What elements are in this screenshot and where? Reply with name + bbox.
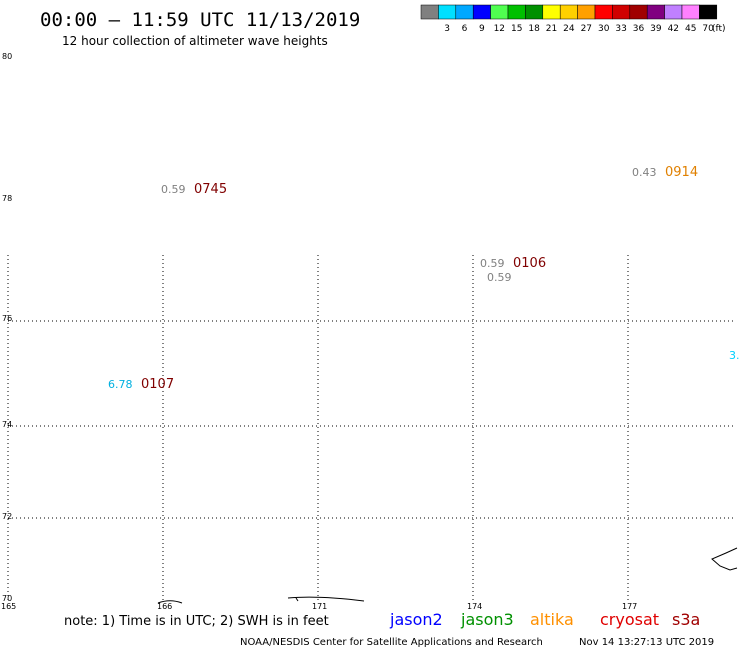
legend-label: 33 [615, 24, 626, 34]
legend-label: 15 [511, 24, 522, 34]
legend-unit: (ft) [712, 24, 726, 34]
satellite-name: altika [530, 610, 574, 629]
satellite-name: s3a [672, 610, 700, 629]
observation: 3. [729, 349, 740, 362]
legend-label: 6 [462, 24, 468, 34]
observation: 0.59 0745 [161, 182, 227, 197]
obs-time: 0745 [194, 182, 227, 197]
lat-label: 72 [2, 512, 12, 521]
swh-value: 0.59 [487, 271, 512, 284]
latitude-labels: 80 78 76 74 72 70 [2, 52, 12, 603]
observation: 0.59 [487, 271, 512, 284]
legend-label: 27 [581, 24, 592, 34]
legend-swatch [559, 4, 578, 20]
lat-label: 80 [2, 52, 12, 61]
swh-value: 6.78 [108, 378, 133, 391]
satellite-name: jason2 [389, 610, 443, 629]
coastline [157, 547, 738, 604]
obs-time: 0106 [513, 256, 546, 271]
wave-observations: 0.59 0745 0.43 0914 0.59 0106 0.59 6.78 … [108, 165, 740, 392]
legend-swatch [507, 4, 526, 20]
legend-swatch [472, 4, 491, 20]
observation: 0.59 0106 [480, 256, 546, 271]
observation: 6.78 0107 [108, 377, 174, 392]
longitude-labels: 165 166 171 174 177 [1, 602, 637, 611]
footer-timestamp: Nov 14 13:27:13 UTC 2019 [579, 637, 714, 648]
lon-label: 165 [1, 602, 16, 611]
legend-swatch [612, 4, 631, 20]
observation: 0.43 0914 [632, 165, 698, 180]
color-legend: 3 6 9 12 15 18 21 24 27 30 33 36 39 42 45 70 [420, 4, 718, 34]
legend-swatch [525, 4, 544, 20]
lat-label: 70 [2, 594, 12, 603]
lon-label: 174 [467, 602, 482, 611]
satellite-name: cryosat [600, 610, 659, 629]
swh-value: 0.59 [480, 257, 505, 270]
coastline-segment [295, 597, 299, 602]
legend-label: 18 [528, 24, 540, 34]
legend-swatch [455, 4, 474, 20]
lat-label: 74 [2, 420, 12, 429]
lon-label: 166 [157, 602, 172, 611]
satellite-name: jason3 [460, 610, 514, 629]
coastline-segment [157, 600, 183, 604]
map-grid [7, 255, 736, 600]
swh-value: 0.43 [632, 166, 657, 179]
legend-label: 30 [598, 24, 610, 34]
footer-credit: NOAA/NESDIS Center for Satellite Applica… [240, 637, 543, 648]
legend-label: 12 [494, 24, 505, 34]
coastline-segment [287, 596, 365, 602]
lon-label: 177 [622, 602, 637, 611]
lat-label: 78 [2, 194, 12, 203]
swh-value: 0.59 [161, 183, 186, 196]
legend-label: 36 [633, 24, 645, 34]
legend-swatch [420, 4, 439, 20]
legend-swatch [699, 4, 718, 20]
legend-swatch [681, 4, 700, 20]
lon-label: 171 [312, 602, 327, 611]
legend-label: 24 [563, 24, 575, 34]
footer-note: note: 1) Time is in UTC; 2) SWH is in fe… [64, 614, 329, 629]
legend-label: 70 [702, 24, 714, 34]
legend-label: 21 [546, 24, 557, 34]
map-subtitle: 12 hour collection of altimeter wave hei… [62, 34, 328, 48]
legend-swatch [577, 4, 596, 20]
coastline-segment [711, 547, 738, 571]
legend-label: 9 [479, 24, 485, 34]
satellite-legend: jason2 jason3 altika cryosat s3a [389, 610, 700, 629]
lat-label: 76 [2, 314, 12, 323]
map-title: 00:00 – 11:59 UTC 11/13/2019 [40, 9, 360, 31]
legend-swatch [438, 4, 457, 20]
legend-swatch [629, 4, 648, 20]
legend-label: 42 [668, 24, 679, 34]
legend-label: 45 [685, 24, 696, 34]
legend-label: 3 [444, 24, 450, 34]
obs-time: 0107 [141, 377, 174, 392]
legend-swatch [490, 4, 509, 20]
legend-swatch [542, 4, 561, 20]
legend-swatch [594, 4, 613, 20]
legend-label: 39 [650, 24, 662, 34]
obs-time: 0914 [665, 165, 698, 180]
swh-value: 3. [729, 349, 740, 362]
legend-swatch [646, 4, 665, 20]
legend-swatch [664, 4, 683, 20]
